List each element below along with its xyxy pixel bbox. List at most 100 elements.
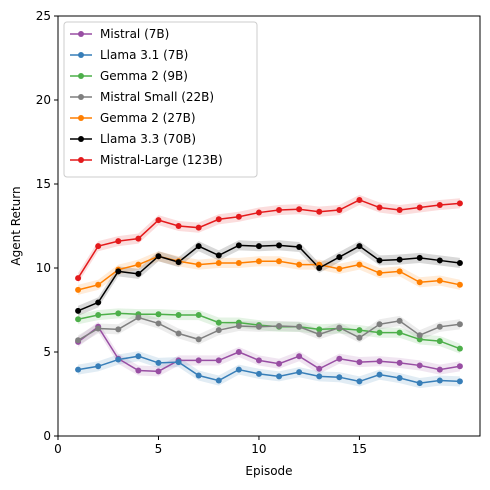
data-point — [115, 238, 122, 245]
data-point — [396, 317, 403, 324]
data-point — [235, 366, 242, 373]
data-point — [396, 256, 403, 263]
data-point — [356, 327, 363, 334]
data-point — [316, 208, 323, 215]
data-point — [296, 244, 303, 250]
data-point — [376, 371, 383, 378]
data-point — [155, 311, 162, 318]
data-point — [235, 242, 242, 249]
data-point — [75, 316, 82, 323]
data-point — [436, 257, 443, 264]
data-point — [115, 310, 122, 317]
data-point — [276, 322, 283, 329]
series-lines — [77, 199, 461, 384]
data-point — [456, 378, 463, 385]
legend-swatch-marker — [78, 94, 84, 100]
data-point — [316, 373, 323, 380]
data-point — [175, 359, 182, 366]
legend-entry: Gemma 2 (9B) — [100, 69, 188, 83]
data-point — [115, 356, 122, 363]
data-point — [456, 200, 463, 207]
y-tick-label: 15 — [36, 177, 51, 191]
data-point — [316, 365, 323, 372]
data-point — [336, 324, 343, 331]
data-point — [115, 268, 122, 275]
data-point — [155, 253, 162, 260]
data-point — [436, 366, 443, 373]
data-point — [356, 243, 363, 250]
data-point — [336, 254, 343, 261]
data-point — [396, 207, 403, 214]
data-point — [175, 312, 182, 319]
data-point — [195, 336, 202, 343]
data-point — [195, 224, 202, 231]
data-point — [195, 372, 202, 379]
series-line — [77, 199, 460, 279]
data-point — [95, 299, 102, 306]
data-point — [95, 363, 102, 370]
data-point — [416, 279, 423, 286]
data-point — [215, 319, 222, 326]
data-point — [75, 337, 82, 344]
data-point — [195, 357, 202, 364]
data-point — [416, 332, 423, 339]
data-point — [376, 329, 383, 336]
data-point — [376, 321, 383, 328]
data-point — [316, 326, 323, 333]
data-point — [276, 242, 283, 249]
y-tick-label: 0 — [43, 429, 51, 443]
x-tick-label: 0 — [54, 442, 62, 456]
data-point — [155, 217, 162, 224]
data-point — [356, 196, 363, 203]
y-tick-label: 10 — [36, 261, 51, 275]
series-band — [78, 351, 460, 389]
legend-entry: Mistral (7B) — [100, 27, 169, 41]
data-point — [155, 320, 162, 327]
legend-swatch-marker — [78, 52, 84, 58]
series-band — [78, 312, 460, 346]
series-line — [77, 255, 461, 291]
data-point — [396, 375, 403, 382]
data-point — [255, 243, 262, 250]
data-point — [175, 259, 182, 266]
data-point — [276, 207, 283, 214]
data-point — [255, 209, 262, 216]
series-line — [77, 244, 460, 312]
data-point — [416, 204, 423, 211]
legend-swatch-marker — [78, 115, 84, 121]
data-point — [376, 358, 383, 365]
y-axis-label: Agent Return — [9, 186, 23, 265]
y-axis-ticks: 0 5 10 15 20 25 — [36, 9, 58, 443]
series-line — [77, 316, 460, 341]
data-point — [336, 207, 343, 214]
data-point — [215, 377, 222, 384]
y-tick-label: 25 — [36, 9, 51, 23]
data-point — [95, 325, 102, 332]
data-point — [296, 369, 303, 376]
data-point — [276, 373, 283, 380]
data-point — [75, 366, 82, 373]
data-point — [135, 314, 142, 321]
data-point — [95, 281, 102, 288]
legend-swatch-marker — [78, 31, 84, 37]
data-point — [336, 265, 343, 272]
legend-entry: Llama 3.3 (70B) — [100, 132, 196, 146]
data-point — [456, 281, 463, 288]
data-point — [376, 270, 383, 277]
data-point — [255, 323, 262, 330]
data-point — [276, 360, 283, 367]
data-point — [276, 258, 283, 265]
data-point — [235, 322, 242, 329]
legend-entry: Mistral Small (22B) — [100, 90, 214, 104]
data-point — [436, 377, 443, 384]
data-point — [436, 323, 443, 330]
data-point — [235, 213, 242, 220]
series-markers — [75, 196, 463, 387]
x-tick-label: 10 — [251, 442, 266, 456]
x-axis-ticks: 0 5 10 15 — [54, 436, 367, 456]
data-point — [396, 329, 403, 336]
legend-entry: Mistral-Large (123B) — [100, 153, 223, 167]
data-point — [95, 312, 102, 319]
data-point — [436, 338, 443, 345]
